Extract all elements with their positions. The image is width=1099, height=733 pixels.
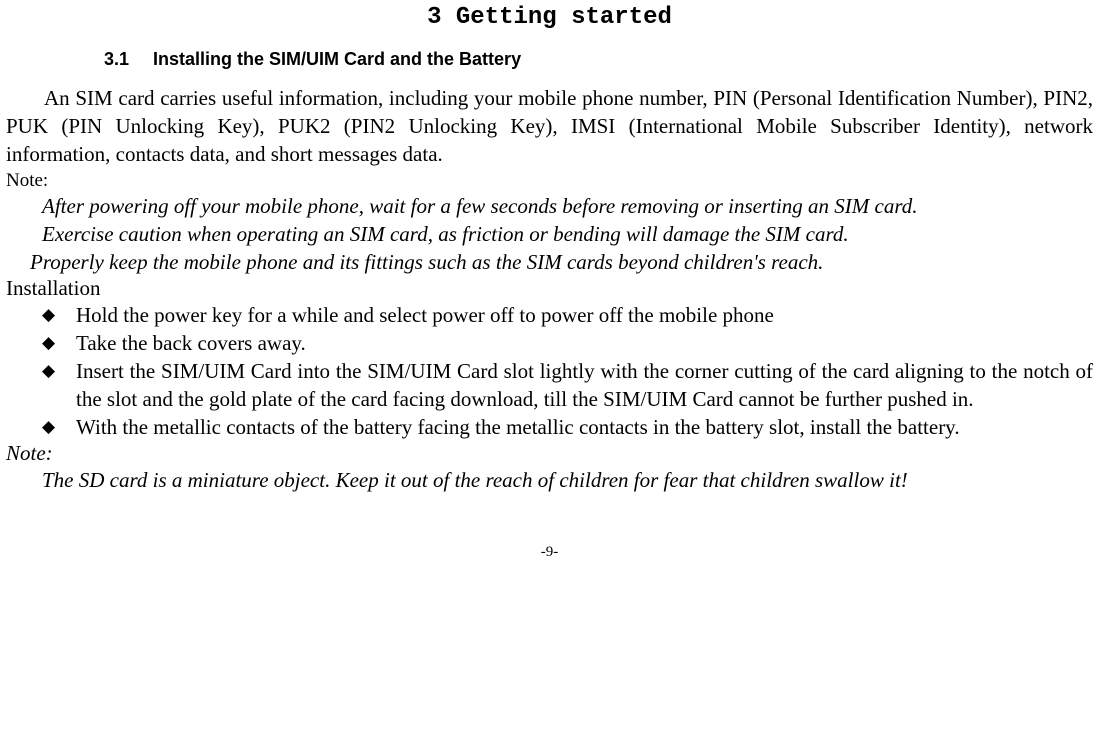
section-heading: 3.1 Installing the SIM/UIM Card and the B… [104,49,1093,70]
note2-body: The SD card is a miniature object. Keep … [6,466,1093,494]
note1-label: Note: [6,170,1093,192]
note2-label: Note: [6,441,1093,466]
page-number: -9- [6,544,1093,561]
list-item: Hold the power key for a while and selec… [42,301,1093,329]
note1-line2: Exercise caution when operating an SIM c… [6,220,1093,248]
intro-paragraph: An SIM card carries useful information, … [6,84,1093,168]
list-item: With the metallic contacts of the batter… [42,413,1093,441]
chapter-title: 3 Getting started [6,4,1093,31]
installation-label: Installation [6,276,1093,301]
note1-line3: Properly keep the mobile phone and its f… [6,248,1093,276]
list-item: Insert the SIM/UIM Card into the SIM/UIM… [42,357,1093,413]
section-number: 3.1 [104,49,129,70]
note1-line1: After powering off your mobile phone, wa… [6,192,1093,220]
installation-list: Hold the power key for a while and selec… [42,301,1093,441]
list-item: Take the back covers away. [42,329,1093,357]
section-title-text: Installing the SIM/UIM Card and the Batt… [153,49,521,69]
page-container: 3 Getting started 3.1 Installing the SIM/… [0,0,1099,561]
